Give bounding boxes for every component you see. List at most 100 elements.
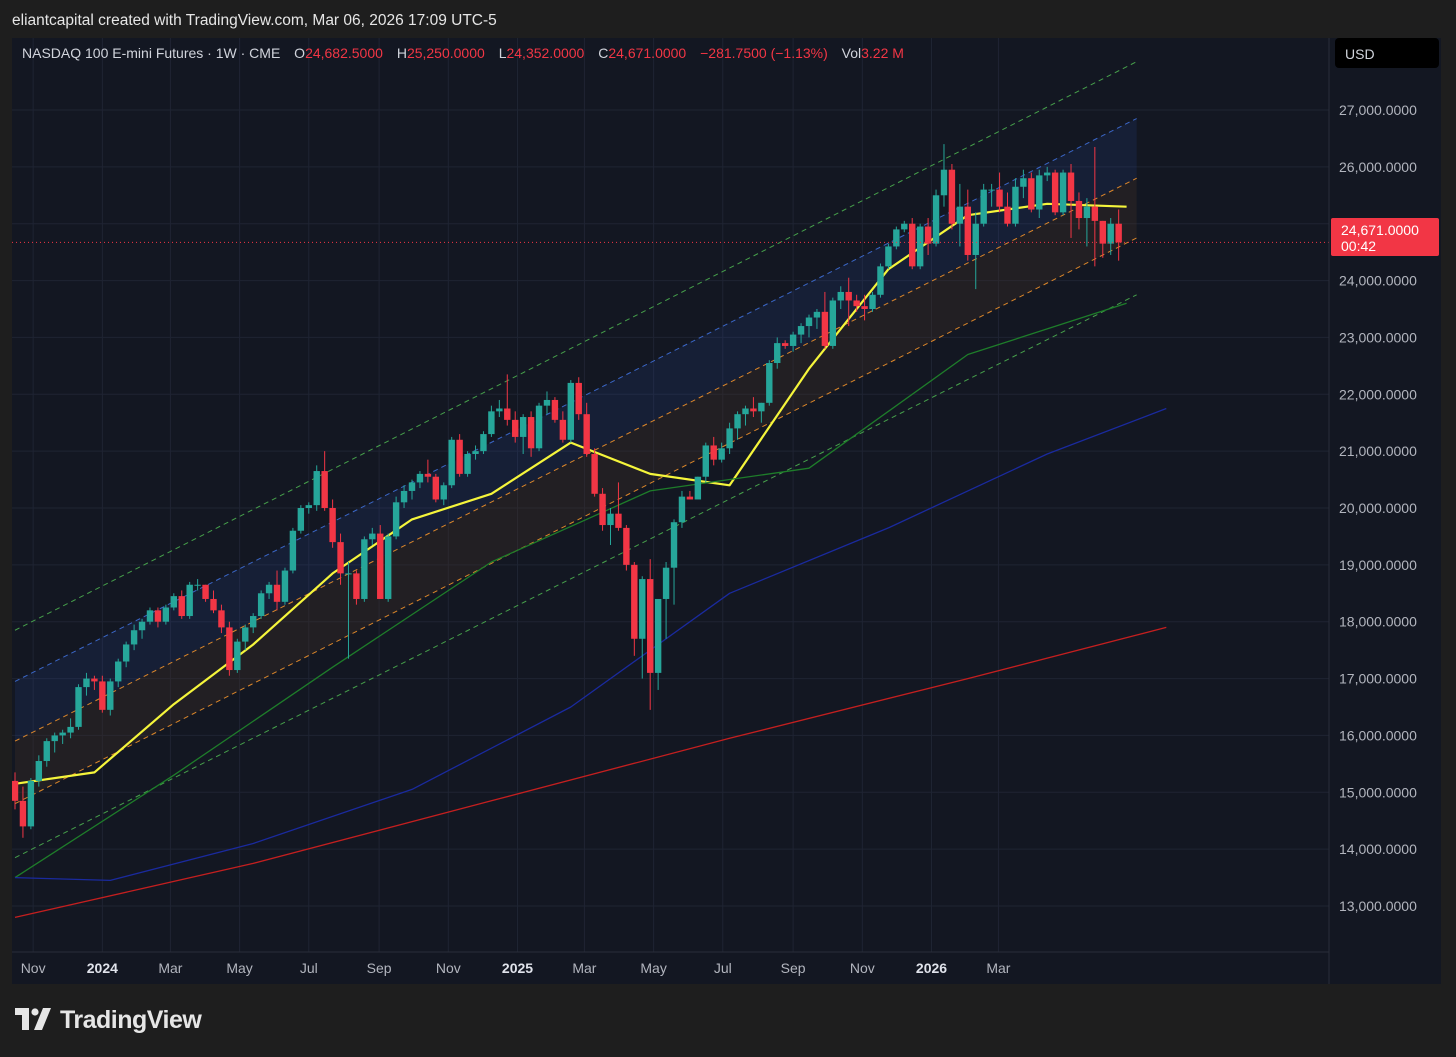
time-axis-label: Mar xyxy=(158,960,182,976)
candle-body xyxy=(226,627,233,671)
candle-body xyxy=(893,229,900,247)
candle-body xyxy=(758,402,765,412)
candle-body xyxy=(1091,206,1099,221)
tradingview-logo-icon xyxy=(15,1008,51,1030)
time-axis-label: Nov xyxy=(850,960,875,976)
price-axis-label: 24,000.0000 xyxy=(1339,273,1417,289)
candle-body xyxy=(718,448,725,460)
candle-body xyxy=(797,326,805,335)
candle-body xyxy=(678,496,686,523)
candle-body xyxy=(988,189,995,191)
candle-body xyxy=(1051,172,1059,213)
candle-body xyxy=(623,527,630,565)
candle-body xyxy=(273,584,281,602)
candle-body xyxy=(924,226,932,244)
moving-average-line xyxy=(14,626,1167,919)
candle-body xyxy=(805,317,813,327)
volume-value: 3.22 M xyxy=(861,45,904,61)
candle-body xyxy=(329,508,336,543)
candle-body xyxy=(377,533,384,599)
candle-body xyxy=(742,408,749,415)
candle-body xyxy=(27,780,35,827)
candle-body xyxy=(321,471,328,508)
candle-body xyxy=(480,434,487,452)
time-axis-label: 2024 xyxy=(87,960,118,976)
candle-body xyxy=(416,473,424,483)
high-label: H xyxy=(396,45,407,61)
candle-body xyxy=(869,294,876,309)
bar-countdown: 00:42 xyxy=(1341,238,1377,254)
time-axis-label: Jul xyxy=(714,960,732,976)
candle-body xyxy=(535,405,543,449)
candle-body xyxy=(670,522,678,568)
time-axis-label: 2026 xyxy=(916,960,947,976)
candle-body xyxy=(948,169,956,224)
candle-body xyxy=(1099,220,1106,244)
price-axis-label: 19,000.0000 xyxy=(1339,557,1417,573)
open-label: O xyxy=(294,45,306,61)
candle-body xyxy=(662,567,670,599)
candle-body xyxy=(607,513,614,526)
candle-body xyxy=(289,530,297,571)
candle-body xyxy=(186,584,193,617)
candle-body xyxy=(91,678,98,682)
time-axis-label: Sep xyxy=(367,960,392,976)
price-axis-label: 21,000.0000 xyxy=(1339,443,1417,459)
candle-body xyxy=(710,445,717,460)
candle-body xyxy=(821,311,829,346)
attribution-bar: eliantcapital created with TradingView.c… xyxy=(0,0,1456,38)
candle-body xyxy=(107,681,114,710)
candle-body xyxy=(43,741,50,762)
candle-body xyxy=(281,570,289,602)
candle-body xyxy=(519,417,527,437)
candle-body xyxy=(305,505,312,508)
currency-selector[interactable]: USD xyxy=(1335,38,1439,68)
candle-body xyxy=(353,573,360,599)
candle-body xyxy=(19,800,27,827)
last-price-tag: 24,671.0000 00:42 xyxy=(1331,218,1439,256)
symbol-title[interactable]: NASDAQ 100 E-mini Futures · 1W · CME xyxy=(22,45,281,61)
price-axis-label: 14,000.0000 xyxy=(1339,841,1417,857)
time-axis-label: 2025 xyxy=(502,960,533,976)
candle-body xyxy=(813,311,821,318)
time-axis-label: Mar xyxy=(572,960,596,976)
candle-body xyxy=(774,343,781,364)
price-chart[interactable]: 27,000.000026,000.000025,000.000024,000.… xyxy=(12,38,1441,984)
candle-body xyxy=(448,439,455,486)
candle-body xyxy=(242,627,249,642)
price-axis-label: 17,000.0000 xyxy=(1339,671,1417,687)
candle-body xyxy=(75,687,82,727)
candle-body xyxy=(1028,178,1035,210)
candle-body xyxy=(781,343,789,346)
candle-body xyxy=(464,453,471,474)
candle-body xyxy=(392,502,400,537)
candle-body xyxy=(527,417,535,449)
moving-average-line xyxy=(14,407,1167,882)
candle-body xyxy=(138,621,146,631)
candle-body xyxy=(265,584,273,594)
candle-body xyxy=(980,189,987,224)
candle-body xyxy=(940,169,948,196)
candle-body xyxy=(647,579,654,673)
candle-body xyxy=(456,439,463,474)
candle-body xyxy=(972,223,979,255)
price-axis-label: 20,000.0000 xyxy=(1339,500,1417,516)
candle-body xyxy=(297,508,305,531)
candle-body xyxy=(83,678,90,688)
candle-body xyxy=(170,596,177,608)
candle-body xyxy=(218,610,225,628)
candle-body xyxy=(567,382,574,440)
candle-body xyxy=(496,408,503,412)
candle-body xyxy=(837,291,844,301)
candle-body xyxy=(202,584,209,599)
channel-line-outer-top xyxy=(14,61,1137,631)
candle-body xyxy=(599,493,606,526)
chart-panel[interactable]: 27,000.000026,000.000025,000.000024,000.… xyxy=(12,38,1441,984)
change-value: −281.7500 (−1.13%) xyxy=(700,45,828,61)
time-axis-label: Mar xyxy=(986,960,1010,976)
candle-body xyxy=(12,780,19,801)
time-axis-label: Nov xyxy=(21,960,46,976)
candle-body xyxy=(99,681,106,710)
candle-body xyxy=(345,573,352,575)
candle-body xyxy=(750,408,757,412)
